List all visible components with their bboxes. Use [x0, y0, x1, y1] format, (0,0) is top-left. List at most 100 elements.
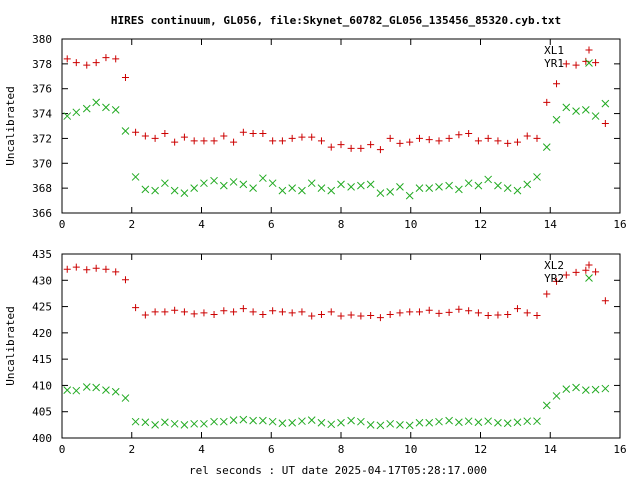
data-point-yr1: [259, 174, 267, 183]
data-point-xl2: [249, 308, 257, 316]
data-point-yr1: [268, 179, 277, 188]
data-point-yr2: [445, 416, 453, 425]
data-point-yr1: [72, 108, 81, 117]
data-point-yr1: [494, 181, 502, 190]
top-plot-panel: 0 2 4 6 8 10 12 14 16 366 368 370 372 374 376 378 380 Unc…: [4, 33, 627, 231]
data-point-xl2: [141, 311, 149, 319]
data-point-yr1: [229, 178, 238, 186]
data-point-yr2: [278, 419, 287, 428]
data-point-xl2: [239, 305, 247, 313]
data-point-xl2: [210, 310, 218, 318]
data-point-xl2: [171, 306, 179, 314]
data-point-xl1: [239, 128, 247, 136]
data-point-xl1: [415, 134, 423, 142]
data-point-yr1: [591, 112, 600, 120]
data-point-xl1: [494, 137, 502, 145]
data-point-xl1: [269, 137, 277, 145]
data-point-xl2: [445, 308, 453, 316]
data-point-xl2: [533, 312, 541, 320]
data-point-xl2: [337, 312, 345, 320]
y-tick-label: 378: [32, 58, 52, 71]
x-tick-label: 6: [268, 443, 275, 456]
data-point-yr1: [523, 180, 532, 189]
data-point-xl1: [180, 133, 188, 141]
data-point-yr2: [239, 415, 248, 424]
data-point-xl2: [553, 277, 561, 285]
data-point-yr1: [278, 186, 287, 195]
data-point-yr1: [357, 181, 365, 190]
legend-marker-xl1: [585, 46, 593, 54]
y-tick-label: 430: [32, 274, 52, 287]
data-point-xl2: [494, 311, 502, 319]
data-point-yr2: [533, 417, 541, 426]
x-tick-label: 2: [128, 218, 135, 231]
data-point-xl1: [533, 134, 541, 142]
legend-label-xl2: XL2: [544, 259, 564, 272]
data-point-xl2: [376, 314, 384, 322]
data-point-yr2: [415, 418, 424, 427]
data-point-xl2: [601, 297, 609, 305]
data-point-xl1: [406, 138, 414, 146]
x-tick-label: 10: [404, 218, 417, 231]
data-point-yr2: [229, 416, 238, 424]
data-point-xl2: [435, 309, 443, 317]
data-point-yr2: [523, 417, 532, 426]
data-point-xl1: [601, 120, 609, 128]
data-point-xl2: [523, 309, 531, 317]
data-point-xl1: [200, 137, 208, 145]
data-point-xl2: [572, 268, 580, 276]
data-point-xl1: [171, 138, 179, 146]
data-point-yr2: [464, 417, 473, 426]
data-point-xl2: [474, 309, 482, 317]
data-point-yr2: [591, 385, 600, 394]
data-point-xl1: [220, 132, 228, 140]
data-point-xl2: [367, 312, 375, 320]
data-point-yr1: [376, 189, 385, 197]
data-point-yr1: [425, 184, 434, 192]
data-point-yr1: [298, 186, 306, 195]
data-point-xl2: [396, 309, 404, 317]
x-tick-label: 4: [198, 218, 205, 231]
data-point-yr1: [552, 115, 561, 124]
x-tick-label: 14: [544, 218, 558, 231]
data-point-yr2: [366, 421, 375, 429]
legend-marker-yr1: [585, 59, 593, 67]
x-tick-label: 0: [59, 218, 66, 231]
data-point-xl1: [230, 138, 238, 146]
data-point-yr1: [210, 176, 218, 185]
data-point-yr2: [474, 418, 483, 427]
data-point-yr2: [307, 416, 316, 424]
y-axis-label: Uncalibrated: [4, 86, 17, 165]
data-point-yr1: [161, 179, 169, 188]
data-point-xl1: [435, 137, 443, 145]
data-point-xl2: [504, 310, 512, 318]
x-tick-label: 12: [474, 218, 487, 231]
data-point-yr2: [219, 417, 228, 426]
data-point-yr1: [455, 185, 463, 194]
data-point-xl2: [308, 312, 316, 320]
data-point-yr1: [121, 127, 130, 135]
data-point-xl1: [259, 129, 267, 137]
data-point-yr2: [170, 419, 179, 428]
data-point-yr2: [337, 418, 345, 427]
y-tick-label: 374: [32, 108, 52, 121]
data-point-yr2: [581, 386, 590, 395]
data-point-yr2: [455, 418, 463, 427]
plot-frame: [61, 38, 621, 214]
data-point-yr2: [131, 417, 140, 426]
data-point-xl2: [230, 308, 238, 316]
data-point-yr2: [396, 421, 404, 429]
data-point-xl1: [592, 59, 600, 67]
data-point-yr1: [327, 186, 336, 195]
data-point-xl1: [543, 98, 551, 106]
data-point-yr1: [111, 105, 120, 114]
chart-title: HIRES continuum, GL056, file:Skynet_6078…: [111, 14, 561, 27]
x-tick-label: 8: [338, 218, 345, 231]
data-point-xl2: [259, 310, 267, 318]
legend-marker-xl2: [585, 261, 593, 269]
data-point-yr2: [249, 416, 257, 425]
y-tick-label: 380: [32, 33, 52, 46]
data-point-yr1: [170, 186, 179, 195]
data-point-xl1: [484, 134, 492, 142]
